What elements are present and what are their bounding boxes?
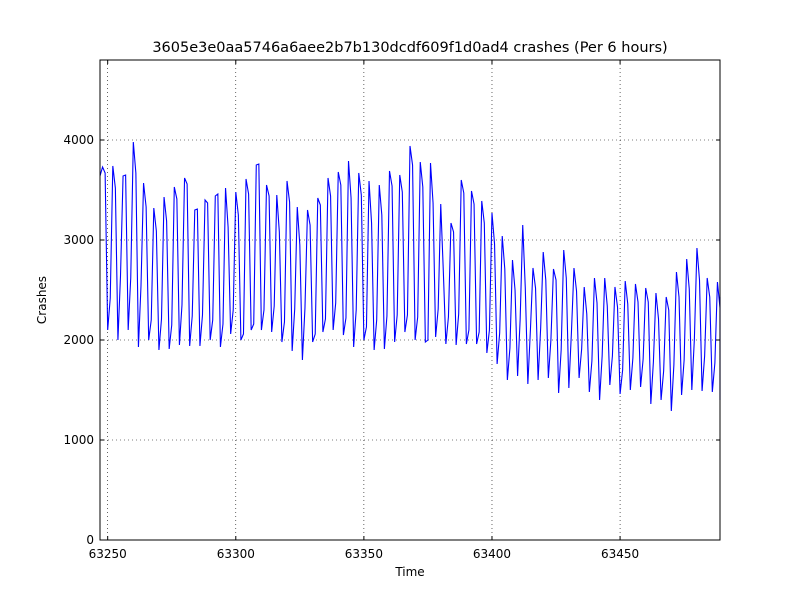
y-tick-labels: 0 1000 2000 3000 4000 <box>63 133 94 547</box>
y-tick-label: 2000 <box>63 333 94 347</box>
x-tick-label: 63450 <box>601 547 639 561</box>
series-line <box>99 141 721 412</box>
x-tick-label: 63300 <box>217 547 255 561</box>
y-tick-label: 4000 <box>63 133 94 147</box>
y-tick-label: 1000 <box>63 433 94 447</box>
plot-frame <box>99 59 721 541</box>
x-tick-label: 63250 <box>89 547 127 561</box>
y-tick-label: 3000 <box>63 233 94 247</box>
x-axis-label: Time <box>394 565 424 579</box>
y-tick-label: 0 <box>86 533 94 547</box>
x-tick-label: 63350 <box>345 547 383 561</box>
series-layer <box>99 141 721 412</box>
x-tick-label: 63400 <box>473 547 511 561</box>
plot-area <box>99 59 721 541</box>
x-tick-labels: 63250 63300 63350 63400 63450 <box>89 547 640 561</box>
chart-title: 3605e3e0aa5746a6aee2b7b130dcdf609f1d0ad4… <box>152 40 667 56</box>
y-axis-label: Crashes <box>35 276 49 324</box>
